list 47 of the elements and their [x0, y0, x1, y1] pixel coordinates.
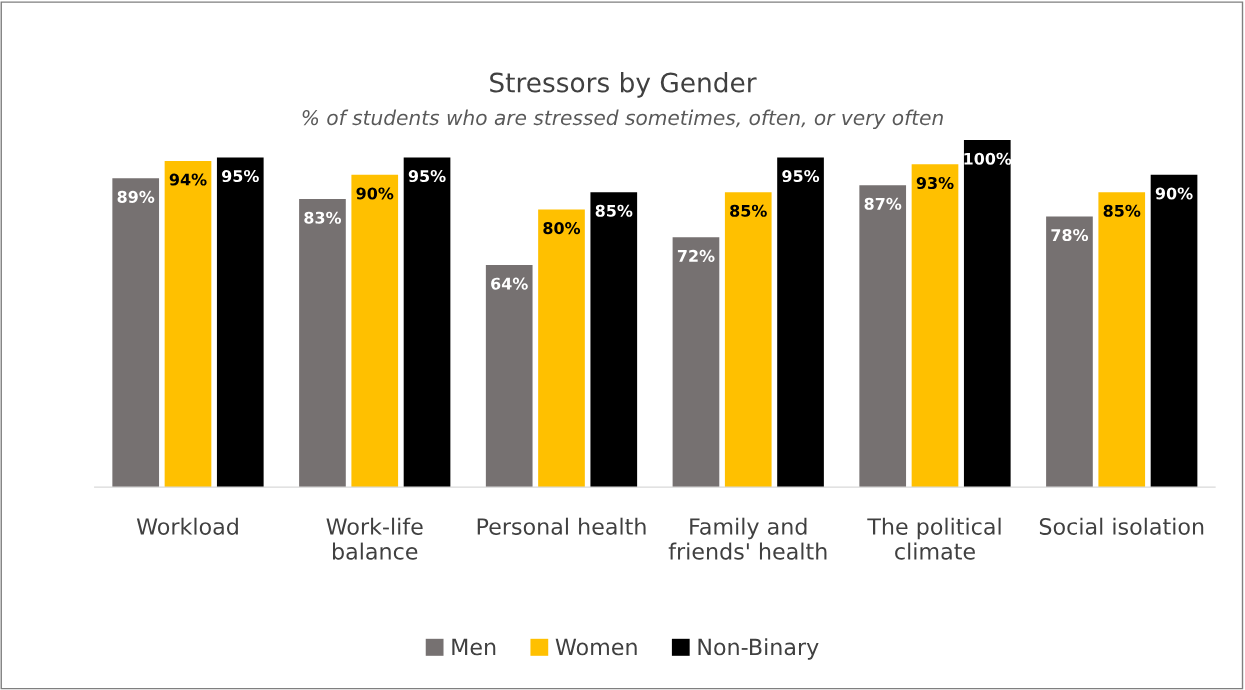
bar: [351, 174, 399, 488]
data-label: 87%: [864, 197, 902, 210]
bar: [299, 199, 346, 488]
bar: [403, 157, 451, 488]
bar: [590, 192, 638, 488]
data-label: 85%: [595, 204, 633, 217]
bar: [164, 160, 212, 488]
bar: [216, 157, 264, 488]
data-label: 80%: [543, 222, 581, 235]
data-label: 95%: [408, 170, 446, 183]
x-tick-label: Work-life balance: [326, 517, 423, 560]
legend-label: Non-Binary: [698, 638, 819, 660]
legend-label: Women: [555, 638, 637, 656]
data-label: 72%: [677, 249, 715, 262]
x-tick-label: The political climate: [867, 517, 1001, 560]
data-label: 95%: [782, 170, 820, 183]
data-label: 78%: [1051, 229, 1089, 242]
data-label: 85%: [1103, 204, 1141, 217]
bar: [724, 192, 772, 488]
data-label: 89%: [117, 190, 155, 203]
bar: [859, 185, 907, 488]
bar: [777, 157, 824, 488]
data-label: 85%: [730, 204, 767, 217]
data-label: 90%: [1155, 187, 1193, 200]
x-tick-label: Social isolation: [1039, 517, 1204, 535]
bar: [538, 209, 585, 488]
data-label: 95%: [222, 170, 259, 183]
bar: [112, 178, 160, 488]
x-tick-label: Personal health: [477, 517, 646, 535]
data-label: 90%: [356, 187, 394, 200]
data-label: 64%: [491, 277, 528, 290]
chart-title: Stressors by Gender: [490, 72, 757, 98]
bar: [672, 237, 720, 488]
data-label: 100%: [964, 152, 1012, 165]
bar: [1046, 216, 1093, 488]
chart-subtitle: % of students who are stressed sometimes, often, or very often: [302, 109, 943, 130]
data-label: 93%: [916, 176, 954, 190]
x-tick-label: Family and friends' health: [668, 517, 827, 560]
data-label: 94%: [169, 173, 207, 186]
legend-label: Men: [452, 638, 496, 656]
x-tick-label: Workload: [136, 517, 238, 535]
data-label: 83%: [304, 211, 342, 224]
bar: [1150, 174, 1198, 488]
bar: [1098, 192, 1146, 488]
bar: [911, 164, 959, 488]
bar: [963, 140, 1011, 488]
bar: [485, 265, 533, 488]
